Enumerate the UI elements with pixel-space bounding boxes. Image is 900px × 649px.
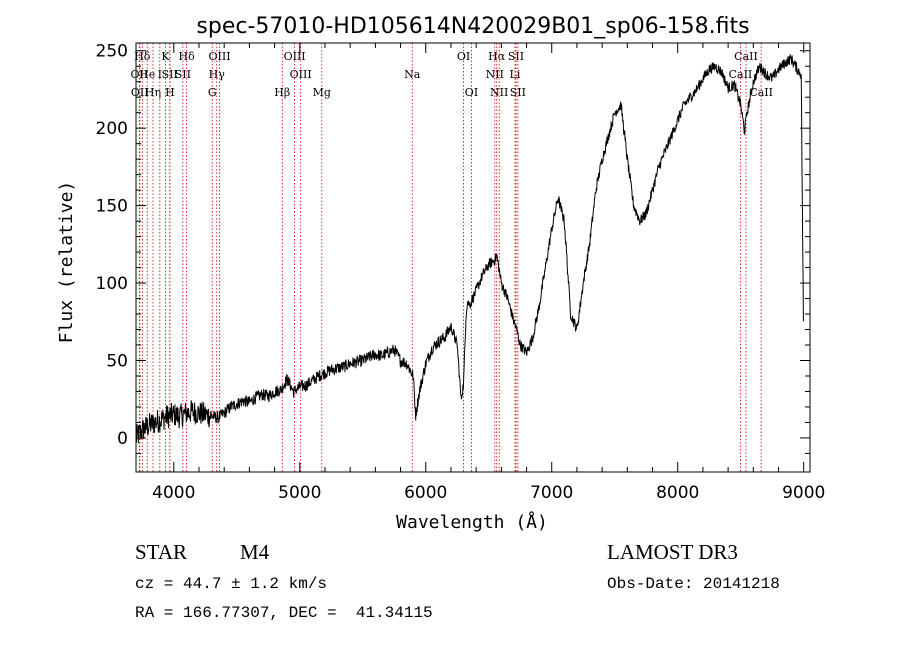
x-tick-label: 5000 <box>278 483 321 503</box>
y-tick-label: 100 <box>96 274 128 294</box>
line-marker-label-14: Hβ <box>274 86 290 99</box>
survey-name: LAMOST DR3 <box>607 540 738 564</box>
spectrum-line <box>135 54 804 444</box>
line-marker-label-25: Li <box>510 68 521 81</box>
x-tick-label: 9000 <box>782 483 825 503</box>
line-marker-label-12: Hγ <box>209 68 226 81</box>
line-marker-label-0: Hδ <box>134 50 151 63</box>
coords-text: RA = 166.77307, DEC = 41.34115 <box>135 604 433 622</box>
object-subclass: M4 <box>240 540 270 564</box>
line-marker-label-10: SII <box>175 68 191 81</box>
line-marker-label-28: CaII <box>729 68 753 81</box>
x-tick-label: 7000 <box>530 483 573 503</box>
line-marker-label-22: NII <box>486 68 504 81</box>
line-marker-label-5: K <box>161 50 170 63</box>
line-marker-label-2: OII <box>131 86 149 99</box>
line-marker-label-9: Hδ <box>179 50 196 63</box>
line-marker-label-17: Mg <box>313 86 331 99</box>
line-marker-label-20: OI <box>465 86 478 99</box>
object-class: STAR <box>135 540 187 564</box>
line-marker-label-27: CaII <box>734 50 758 63</box>
line-marker-label-13: G <box>208 86 217 99</box>
line-marker-label-29: CaII <box>749 86 773 99</box>
line-marker-label-26: SII <box>510 86 526 99</box>
x-tick-label: 4000 <box>152 483 195 503</box>
line-marker-label-16: OIII <box>290 68 312 81</box>
plot-frame <box>135 42 811 473</box>
y-tick-label: 250 <box>96 42 128 62</box>
redshift-text: cz = 44.7 ± 1.2 km/s <box>135 575 328 593</box>
line-marker-label-15: OIII <box>284 50 306 63</box>
obs-date-text: Obs-Date: 20141218 <box>607 575 780 593</box>
y-axis-label: Flux (relative) <box>56 181 77 344</box>
line-marker-label-3: He <box>139 68 155 81</box>
y-tick-label: 50 <box>106 351 128 371</box>
chart-title: spec-57010-HD105614N420029B01_sp06-158.f… <box>196 14 749 39</box>
y-tick-label: 200 <box>96 119 128 139</box>
line-marker-label-19: OI <box>457 50 470 63</box>
axes: 4000 5000 6000 7000 8000 9000 0 50 100 150 200 250 <box>96 42 826 503</box>
y-tick-label: 150 <box>96 197 128 217</box>
x-tick-label: 6000 <box>404 483 447 503</box>
line-marker-label-24: SII <box>508 50 524 63</box>
line-marker-label-6: I <box>158 68 162 81</box>
x-tick-label: 8000 <box>656 483 699 503</box>
line-marker-label-18: Na <box>404 68 421 81</box>
x-axis-label: Wavelength (Å) <box>396 511 548 533</box>
y-tick-label: 0 <box>117 429 128 449</box>
line-marker-label-11: OIII <box>208 50 230 63</box>
line-marker-label-23: NII <box>490 86 508 99</box>
line-marker-label-21: Hα <box>488 50 506 63</box>
line-marker-label-8: H <box>165 86 175 99</box>
line-marker-label-4: Hη <box>145 86 161 99</box>
